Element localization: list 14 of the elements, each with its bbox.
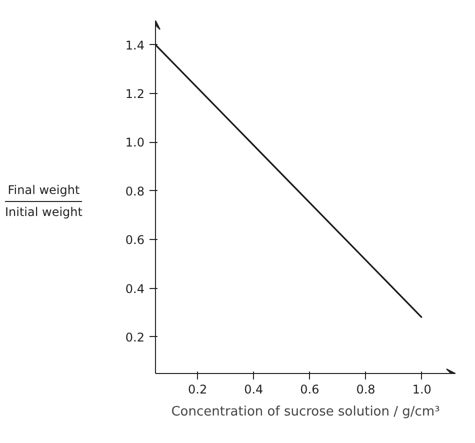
x-tick-label: 0.6 (300, 382, 320, 396)
x-tick-label: 0.2 (188, 382, 208, 396)
x-tick-label: 0.8 (356, 382, 376, 396)
y-tick-label: 1.2 (125, 87, 145, 102)
y-tick-label: 0.8 (125, 184, 145, 198)
y-tick-label: 1.0 (125, 136, 145, 150)
y-tick-label: 0.6 (125, 233, 145, 248)
x-tick-label: 0.4 (244, 382, 264, 396)
y-axis-title: Final weight Initial weight (5, 182, 82, 222)
y-tick-label: 0.2 (125, 330, 145, 344)
x-axis-title: Concentration of sucrose solution / g/cm³ (171, 404, 440, 420)
x-tick-label: 1.0 (412, 382, 432, 396)
y-tick-label: 1.4 (125, 38, 145, 52)
y-tick-label: 0.4 (125, 282, 145, 296)
